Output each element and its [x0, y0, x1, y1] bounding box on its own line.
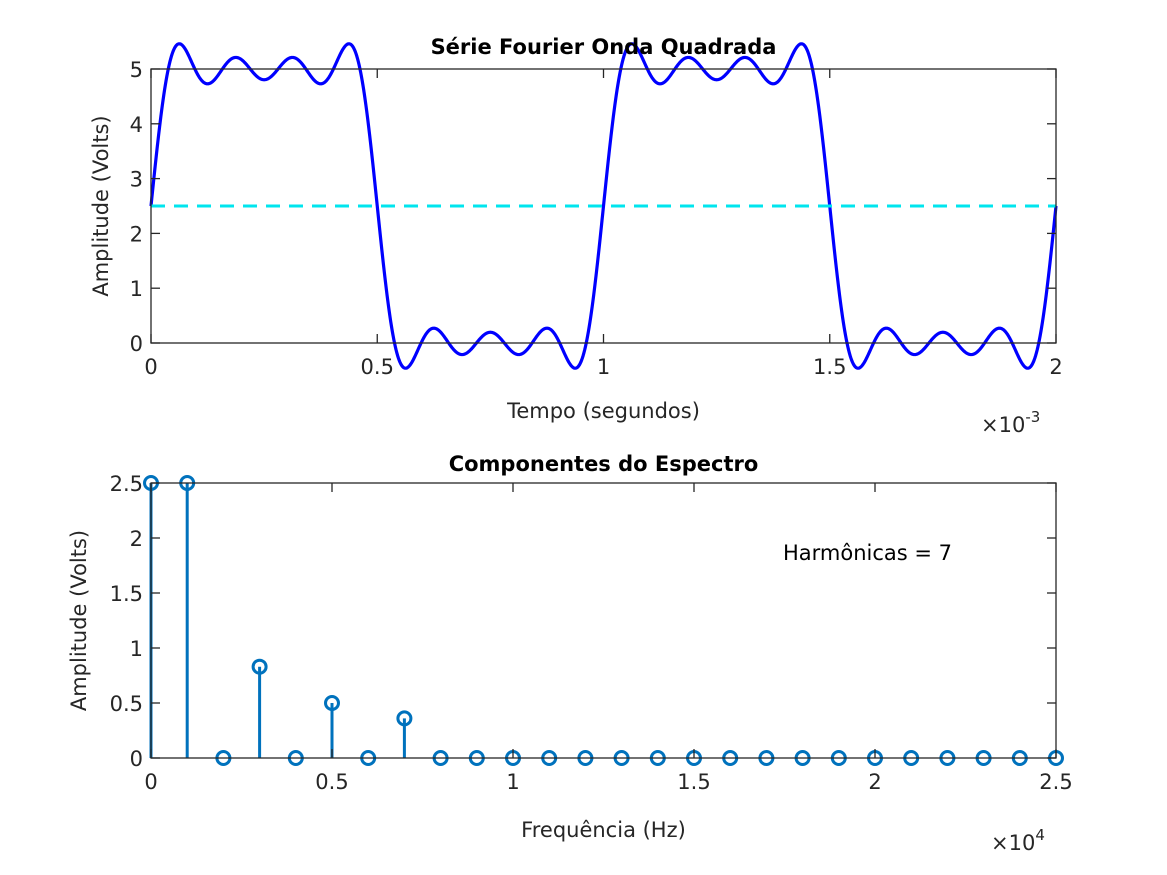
- top-axes: 0 0.5 1 1.5 2 0 1 2 3 4 5 Série Fourier Onda Quadr…: [89, 35, 1063, 437]
- x-tick-label: 0: [144, 355, 157, 379]
- x-tick-label: 0: [144, 770, 157, 794]
- x-tick-label: 0.5: [315, 770, 348, 794]
- stem-marker: [324, 695, 340, 711]
- bottom-chart-title: Componentes do Espectro: [449, 452, 759, 476]
- bottom-x-axis-label: Frequência (Hz): [521, 818, 686, 842]
- y-tick-label: 0: [130, 747, 143, 771]
- top-y-axis-label: Amplitude (Volts): [89, 115, 113, 296]
- y-tick-label: 3: [130, 168, 143, 192]
- y-tick-label: 0: [130, 332, 143, 356]
- y-tick-label: 2.5: [110, 472, 143, 496]
- harmonics-annotation: Harmônicas = 7: [783, 541, 952, 565]
- top-x-exponent-power: -3: [1025, 408, 1040, 426]
- x-tick-label: 0.5: [361, 355, 394, 379]
- top-plot-marks: [149, 42, 1058, 370]
- bottom-x-exponent-label: ×104: [991, 826, 1045, 855]
- top-ticks: 0 0.5 1 1.5 2 0 1 2 3 4 5: [130, 58, 1063, 379]
- bottom-plot-area: [151, 483, 1056, 758]
- bottom-x-exponent-base: ×10: [991, 831, 1035, 855]
- y-tick-label: 0.5: [110, 692, 143, 716]
- x-tick-label: 2.5: [1039, 770, 1072, 794]
- y-tick-label: 2: [130, 527, 143, 551]
- top-chart-title: Série Fourier Onda Quadrada: [431, 35, 777, 59]
- x-tick-label: 1.5: [677, 770, 710, 794]
- x-tick-label: 2: [1049, 355, 1062, 379]
- bottom-ticks: 0 0.5 1 1.5 2 2.5 0 0.5 1 1.5 2 2.5: [110, 472, 1073, 794]
- top-x-exponent-base: ×10: [981, 413, 1025, 437]
- top-x-exponent-label: ×10-3: [981, 408, 1040, 437]
- top-x-axis-label: Tempo (segundos): [506, 399, 700, 423]
- x-tick-label: 1: [597, 355, 610, 379]
- y-tick-label: 4: [130, 113, 143, 137]
- x-tick-label: 1.5: [813, 355, 846, 379]
- y-tick-label: 1: [130, 637, 143, 661]
- bottom-y-axis-label: Amplitude (Volts): [67, 530, 91, 711]
- y-tick-label: 5: [130, 58, 143, 82]
- y-tick-label: 1.5: [110, 582, 143, 606]
- bottom-axes: 0 0.5 1 1.5 2 2.5 0 0.5 1 1.5 2 2.5 Componentes do …: [67, 452, 1073, 855]
- x-tick-label: 2: [868, 770, 881, 794]
- bottom-axes-frame: [150, 482, 1057, 759]
- x-tick-label: 1: [506, 770, 519, 794]
- stem-marker: [251, 658, 268, 675]
- y-tick-label: 1: [130, 277, 143, 301]
- stem-marker: [396, 710, 413, 727]
- bottom-x-exponent-power: 4: [1035, 826, 1045, 844]
- y-tick-label: 2: [130, 222, 143, 246]
- fourier-series-line: [149, 42, 1058, 370]
